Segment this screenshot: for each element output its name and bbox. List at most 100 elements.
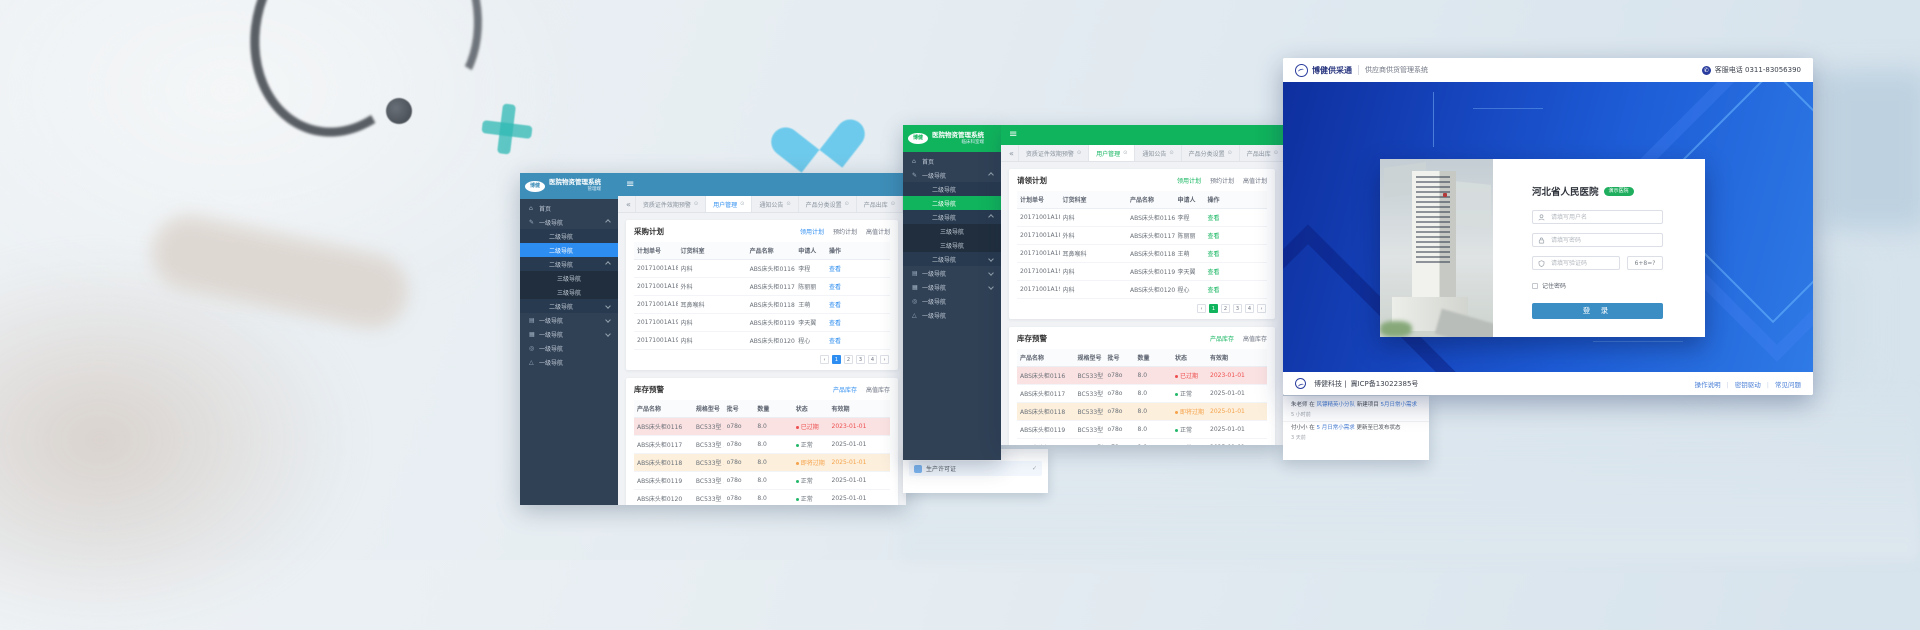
sidebar-item[interactable]: ◎ 一级导航 xyxy=(903,294,1001,308)
tab-close-icon[interactable]: ⊙ xyxy=(1169,150,1174,156)
page-button[interactable]: › xyxy=(880,355,889,364)
footer-link[interactable]: 操作说明 xyxy=(1694,380,1721,389)
footer-link[interactable]: 常见问题 xyxy=(1761,379,1801,389)
page-button[interactable]: ‹ xyxy=(1197,304,1206,313)
tab[interactable]: 资质证件效期预警 ⊙ xyxy=(1017,145,1088,161)
sidebar-item[interactable]: 二级导航 xyxy=(903,182,1001,196)
tab[interactable]: 产品分类设置 ⊙ xyxy=(1180,145,1239,161)
remember-checkbox[interactable] xyxy=(1532,282,1538,289)
tab-close-icon[interactable]: ⊙ xyxy=(890,201,895,207)
tab[interactable]: 用户管理 ⊙ xyxy=(705,196,752,212)
sidebar-item[interactable]: 二级导航 xyxy=(520,299,618,313)
view-link[interactable]: 查看 xyxy=(1207,269,1220,276)
tab[interactable]: 产品出库 ⊙ xyxy=(1238,145,1283,161)
stock-link[interactable]: 产品库存 xyxy=(832,387,857,394)
sidebar-item-label: 二级导航 xyxy=(549,247,574,255)
captcha-input[interactable] xyxy=(1549,258,1614,268)
captcha-field[interactable] xyxy=(1532,256,1620,270)
tab[interactable]: 通知公告 ⊙ xyxy=(751,196,797,212)
sidebar-item[interactable]: ✎ 一级导航 xyxy=(903,168,1001,182)
sidebar-item-icon: ▦ xyxy=(912,283,918,291)
tab[interactable]: 资质证件效期预警 ⊙ xyxy=(634,196,705,212)
sidebar-item[interactable]: ▦ 一级导航 xyxy=(520,327,618,341)
sidebar-item[interactable]: ⌂ 首页 xyxy=(520,201,618,215)
username-input[interactable] xyxy=(1549,212,1657,222)
feed-item[interactable]: 付小小 在 5 月日常小需求 更新至已发布状态 3 天前 xyxy=(1283,422,1429,444)
login-button[interactable]: 登 录 xyxy=(1532,302,1663,319)
page-button[interactable]: 3 xyxy=(1233,304,1242,313)
sidebar-item[interactable]: 三级导航 xyxy=(520,271,618,285)
captcha-question[interactable]: 6+8=? xyxy=(1627,256,1663,270)
stock-link[interactable]: 高值库存 xyxy=(865,387,890,394)
page-button[interactable]: 1 xyxy=(1209,304,1218,313)
tab[interactable]: 通知公告 ⊙ xyxy=(1134,145,1180,161)
footer-link[interactable]: 密钥驱动 xyxy=(1721,379,1761,389)
page-button[interactable]: 4 xyxy=(868,355,877,364)
sidebar-item[interactable]: 二级导航 xyxy=(903,252,1001,266)
view-link[interactable]: 查看 xyxy=(1207,215,1220,222)
sidebar-item[interactable]: 二级导航 xyxy=(520,257,618,271)
plan-link[interactable]: 领用计划 xyxy=(799,229,824,236)
collapse-tabs-icon[interactable]: « xyxy=(626,199,631,209)
plan-link[interactable]: 预约计划 xyxy=(1209,178,1234,185)
tab-close-icon[interactable]: ⊙ xyxy=(1076,150,1082,156)
view-link[interactable]: 查看 xyxy=(1207,233,1220,240)
status-badge: 已过期 xyxy=(1180,373,1199,380)
view-link[interactable]: 查看 xyxy=(828,266,841,273)
sidebar-item[interactable]: △ 一级导航 xyxy=(520,355,618,369)
tab-close-icon[interactable]: ⊙ xyxy=(1273,150,1278,156)
sidebar-item[interactable]: 三级导航 xyxy=(520,285,618,299)
tab[interactable]: 产品出库 ⊙ xyxy=(855,196,903,212)
tab[interactable]: 用户管理 ⊙ xyxy=(1088,145,1135,161)
sidebar-item[interactable]: ▤ 一级导航 xyxy=(903,266,1001,280)
tab-close-icon[interactable]: ⊙ xyxy=(1123,150,1128,156)
hamburger-icon[interactable]: ≡ xyxy=(626,178,635,190)
view-link[interactable]: 查看 xyxy=(1207,287,1220,294)
license-label: 生产许可证 xyxy=(926,466,957,473)
view-link[interactable]: 查看 xyxy=(828,338,841,345)
sidebar-item[interactable]: 二级导航 xyxy=(520,243,618,257)
password-input[interactable] xyxy=(1549,235,1657,245)
sidebar-item[interactable]: ▤ 一级导航 xyxy=(520,313,618,327)
password-field[interactable] xyxy=(1532,233,1663,247)
tab-close-icon[interactable]: ⊙ xyxy=(693,201,699,207)
page-button[interactable]: 2 xyxy=(844,355,853,364)
page-button[interactable]: 4 xyxy=(1245,304,1254,313)
system-subtitle: 供应商供货管理系统 xyxy=(1365,66,1428,74)
sidebar-item[interactable]: 三级导航 xyxy=(903,224,1001,238)
hamburger-icon[interactable]: ≡ xyxy=(1009,129,1018,140)
stock-link[interactable]: 高值库存 xyxy=(1242,336,1267,343)
page-button[interactable]: ‹ xyxy=(820,355,829,364)
sidebar-item[interactable]: ✎ 一级导航 xyxy=(520,215,618,229)
plan-link[interactable]: 领用计划 xyxy=(1176,178,1201,185)
license-row[interactable]: 生产许可证 ✓ xyxy=(909,461,1042,476)
sidebar-item[interactable]: 二级导航 xyxy=(903,196,1001,210)
view-link[interactable]: 查看 xyxy=(828,302,841,309)
plan-link[interactable]: 高值计划 xyxy=(1242,178,1267,185)
sidebar-item[interactable]: ◎ 一级导航 xyxy=(520,341,618,355)
sidebar-item[interactable]: 二级导航 xyxy=(520,229,618,243)
plan-link[interactable]: 高值计划 xyxy=(865,229,890,236)
page-button[interactable]: 1 xyxy=(832,355,841,364)
feed-item[interactable]: 朱老师 在 风镖精英小分队 新建项目 5月日常小需求 5 小时前 xyxy=(1283,399,1429,422)
tab-close-icon[interactable]: ⊙ xyxy=(844,201,849,207)
tab-close-icon[interactable]: ⊙ xyxy=(740,201,745,207)
sidebar-item[interactable]: ⌂ 首页 xyxy=(903,154,1001,168)
tab[interactable]: 产品分类设置 ⊙ xyxy=(797,196,856,212)
view-link[interactable]: 查看 xyxy=(828,320,841,327)
page-button[interactable]: › xyxy=(1257,304,1266,313)
collapse-tabs-icon[interactable]: « xyxy=(1009,148,1014,158)
sidebar-item[interactable]: ▦ 一级导航 xyxy=(903,280,1001,294)
page-button[interactable]: 2 xyxy=(1221,304,1230,313)
page-button[interactable]: 3 xyxy=(856,355,865,364)
username-field[interactable] xyxy=(1532,210,1663,224)
tab-close-icon[interactable]: ⊙ xyxy=(786,201,791,207)
sidebar-item[interactable]: 三级导航 xyxy=(903,238,1001,252)
tab-close-icon[interactable]: ⊙ xyxy=(1227,150,1232,156)
sidebar-item[interactable]: 二级导航 xyxy=(903,210,1001,224)
sidebar-item[interactable]: △ 一级导航 xyxy=(903,308,1001,322)
stock-link[interactable]: 产品库存 xyxy=(1209,336,1234,343)
plan-link[interactable]: 预约计划 xyxy=(832,229,857,236)
view-link[interactable]: 查看 xyxy=(828,284,841,291)
view-link[interactable]: 查看 xyxy=(1207,251,1220,258)
